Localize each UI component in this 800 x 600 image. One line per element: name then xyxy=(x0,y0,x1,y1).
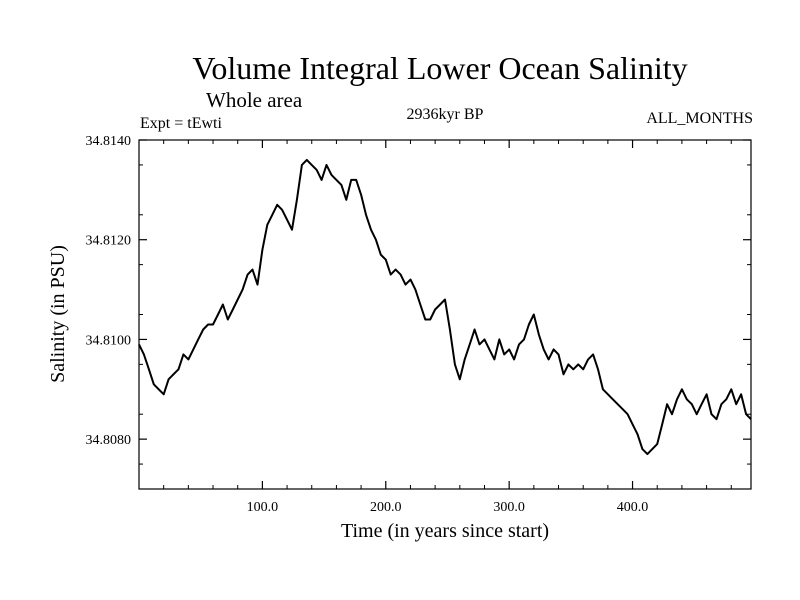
salinity-series-line xyxy=(138,158,752,456)
y-tick-label: 34.8080 xyxy=(86,433,132,448)
chart-title: Volume Integral Lower Ocean Salinity xyxy=(192,50,688,86)
x-axis: 100.0 200.0 300.0 400.0 xyxy=(163,140,732,515)
period-label: 2936kyr BP xyxy=(406,106,484,123)
x-axis-label: Time (in years since start) xyxy=(341,520,549,542)
x-tick-label: 100.0 xyxy=(247,500,279,515)
x-tick-label: 200.0 xyxy=(370,500,402,515)
y-tick-label: 34.8100 xyxy=(86,333,132,348)
months-label: ALL_MONTHS xyxy=(646,110,753,127)
x-tick-label: 300.0 xyxy=(493,500,525,515)
y-axis: 34.8080 34.8100 34.8120 34.8140 xyxy=(86,134,751,465)
chart-subtitle: Whole area xyxy=(206,88,303,112)
y-axis-label: Salinity (in PSU) xyxy=(47,245,69,383)
y-tick-label: 34.8140 xyxy=(86,134,132,149)
experiment-label: Expt = tEwti xyxy=(140,115,222,132)
x-tick-label: 400.0 xyxy=(617,500,649,515)
y-tick-label: 34.8120 xyxy=(86,234,132,249)
